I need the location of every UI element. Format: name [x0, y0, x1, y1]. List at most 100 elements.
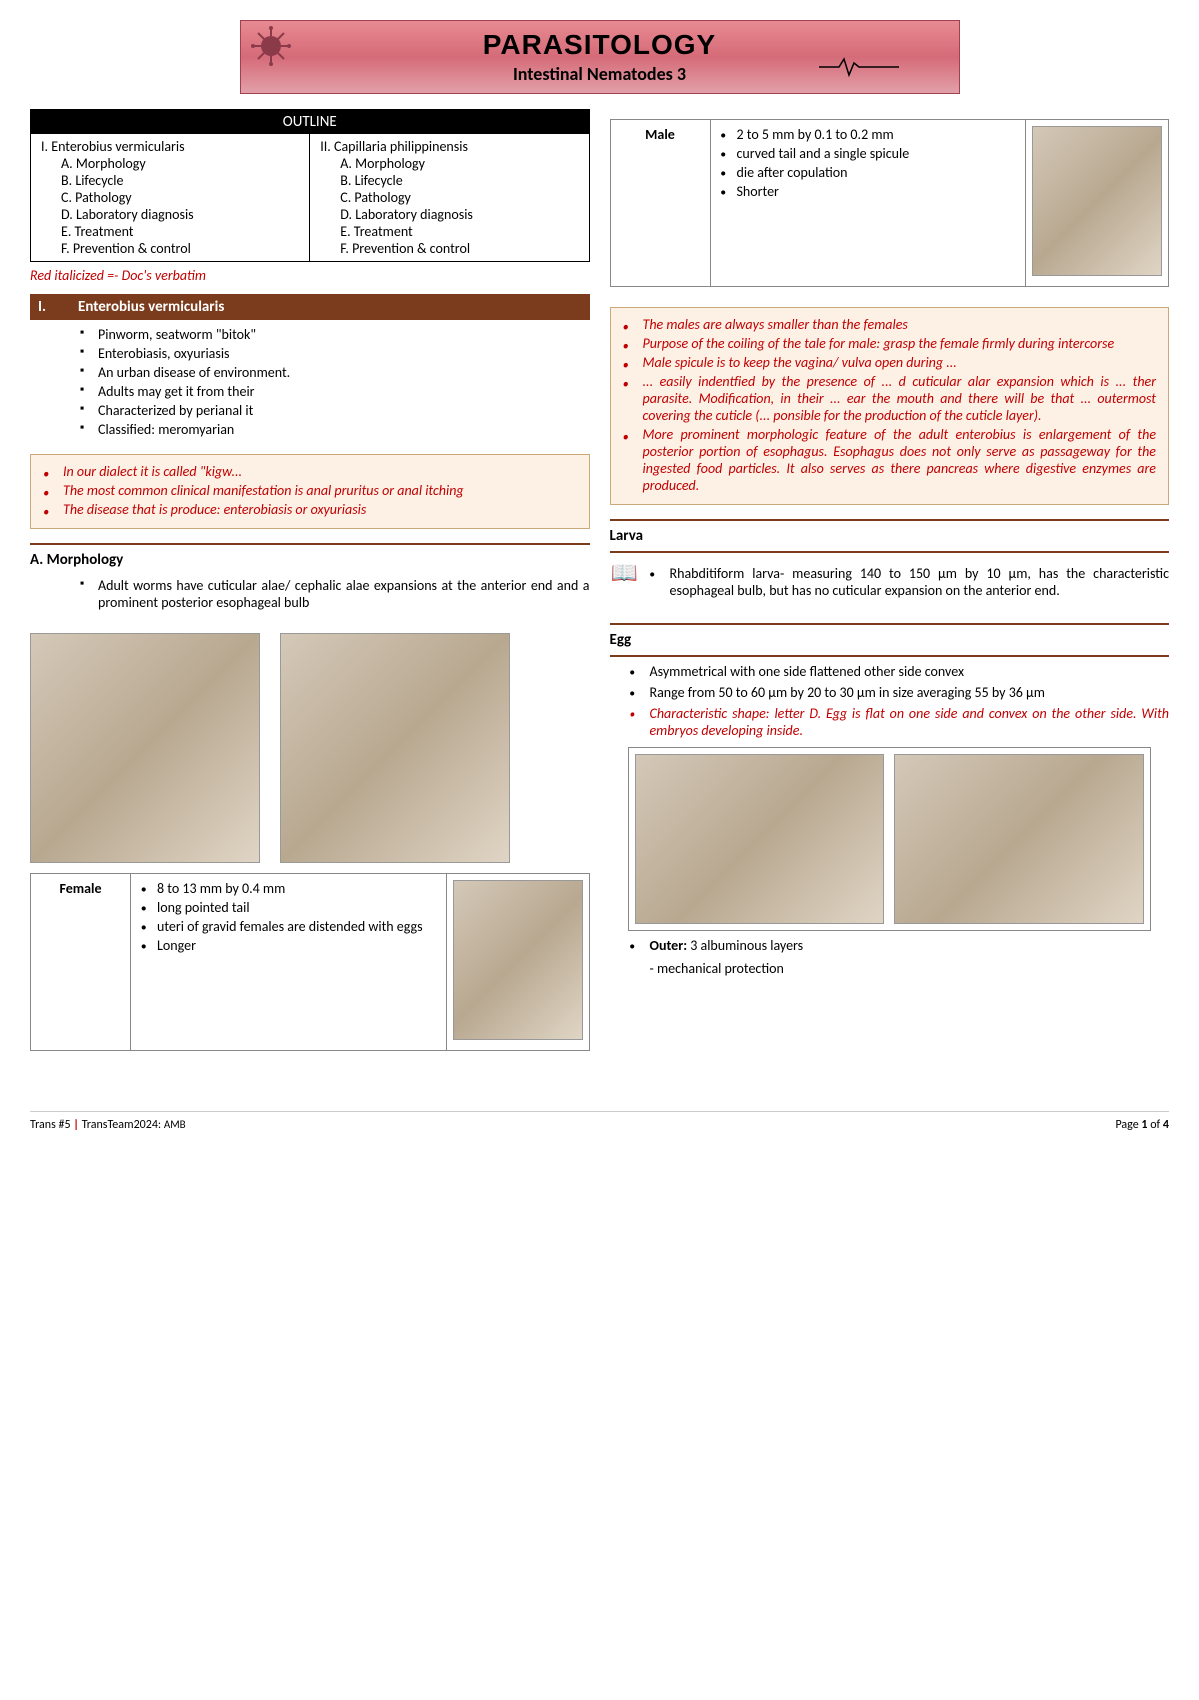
list-item: Classified: meromyarian — [80, 421, 590, 438]
outer-sub: - mechanical protection — [610, 960, 1170, 977]
divider — [610, 519, 1170, 521]
outline-box: OUTLINE I. Enterobius vermicularis A. Mo… — [30, 109, 590, 262]
outline-item: A. Morphology — [340, 155, 578, 172]
outline-item: F. Prevention & control — [61, 240, 299, 257]
list-item: 2 to 5 mm by 0.1 to 0.2 mm — [721, 126, 1020, 143]
outer-label: Outer: — [650, 937, 688, 954]
female-table: Female 8 to 13 mm by 0.4 mm long pointed… — [30, 873, 590, 1051]
ekg-icon — [819, 55, 899, 85]
outline-item: B. Lifecycle — [340, 172, 578, 189]
morphology-images — [30, 633, 590, 863]
list-item: Longer — [141, 937, 440, 954]
verbatim-item: In our dialect it is called "kigw... — [43, 463, 577, 480]
outline-item: C. Pathology — [61, 189, 299, 206]
egg-list: Asymmetrical with one side flattened oth… — [610, 663, 1170, 739]
male-image-cell — [1026, 120, 1169, 287]
verbatim-item: The disease that is produce: enterobiasi… — [43, 501, 577, 518]
verbatim-item: The males are always smaller than the fe… — [623, 316, 1157, 333]
outer-text: 3 albuminous layers — [687, 937, 803, 954]
verbatim-item: ... easily indentfied by the presence of… — [623, 373, 1157, 424]
virus-icon — [251, 26, 291, 66]
list-item: Enterobiasis, oxyuriasis — [80, 345, 590, 362]
morphology-intro-list: Adult worms have cuticular alae/ cephali… — [30, 571, 590, 623]
outline-header: OUTLINE — [31, 110, 589, 134]
divider — [610, 655, 1170, 657]
egg-image-1 — [635, 754, 885, 924]
divider — [30, 543, 590, 545]
page-footer: Trans #5 | TransTeam2024: AMB Page 1 of … — [30, 1111, 1169, 1132]
verbatim-item: More prominent morphologic feature of th… — [623, 426, 1157, 494]
worm-image-2 — [280, 633, 510, 863]
section-1-header: I. Enterobius vermicularis — [30, 294, 590, 320]
outline-item: E. Treatment — [340, 223, 578, 240]
male-table: Male 2 to 5 mm by 0.1 to 0.2 mm curved t… — [610, 119, 1170, 287]
verbatim-note: Red italicized =- Doc's verbatim — [30, 267, 590, 284]
list-item: Range from 50 to 60 µm by 20 to 30 µm in… — [630, 684, 1170, 701]
egg-image-2 — [894, 754, 1144, 924]
section-num: I. — [38, 298, 78, 316]
list-item: Adults may get it from their — [80, 383, 590, 400]
outline-item: D. Laboratory diagnosis — [61, 206, 299, 223]
list-item: Asymmetrical with one side flattened oth… — [630, 663, 1170, 680]
page-of: of — [1147, 1118, 1162, 1132]
list-item: long pointed tail — [141, 899, 440, 916]
verbatim-box-2: The males are always smaller than the fe… — [610, 307, 1170, 505]
title-banner: PARASITOLOGY Intestinal Nematodes 3 — [240, 20, 960, 94]
list-item: An urban disease of environment. — [80, 364, 590, 381]
outline-item: C. Pathology — [340, 189, 578, 206]
female-details: 8 to 13 mm by 0.4 mm long pointed tail u… — [131, 874, 447, 1051]
list-item: Adult worms have cuticular alae/ cephali… — [80, 577, 590, 611]
verbatim-item: Purpose of the coiling of the tale for m… — [623, 335, 1157, 352]
worm-image-1 — [30, 633, 260, 863]
trans-team: TransTeam2024: — [82, 1118, 164, 1132]
list-item: Pinworm, seatworm "bitok" — [80, 326, 590, 343]
outline-item: A. Morphology — [61, 155, 299, 172]
trans-num: Trans #5 — [30, 1118, 71, 1132]
male-label: Male — [610, 120, 710, 287]
page-label: Page — [1115, 1118, 1141, 1132]
divider — [610, 623, 1170, 625]
divider — [610, 551, 1170, 553]
larva-heading: Larva — [610, 527, 1170, 545]
trans-author: AMB — [164, 1118, 186, 1131]
egg-outer-list: Outer: 3 albuminous layers — [610, 937, 1170, 954]
footer-bar: | — [71, 1118, 82, 1132]
verbatim-item: The most common clinical manifestation i… — [43, 482, 577, 499]
egg-images — [628, 747, 1152, 931]
female-label: Female — [31, 874, 131, 1051]
page-total: 4 — [1163, 1118, 1169, 1132]
verbatim-item: Male spicule is to keep the vagina/ vulv… — [623, 354, 1157, 371]
outline-main-1: I. Enterobius vermicularis — [41, 138, 299, 155]
right-column: Male 2 to 5 mm by 0.1 to 0.2 mm curved t… — [610, 109, 1170, 1051]
outline-main-2: II. Capillaria philippinensis — [320, 138, 578, 155]
section-title: Enterobius vermicularis — [78, 298, 224, 316]
outline-item: F. Prevention & control — [340, 240, 578, 257]
male-worm-image — [1032, 126, 1162, 276]
outline-item: E. Treatment — [61, 223, 299, 240]
list-item: Characterized by perianal it — [80, 402, 590, 419]
larva-row: 📖 Rhabditiform larva- measuring 140 to 1… — [610, 559, 1170, 609]
list-item: Rhabditiform larva- measuring 140 to 150… — [650, 565, 1170, 599]
list-item: curved tail and a single spicule — [721, 145, 1020, 162]
egg-heading: Egg — [610, 631, 1170, 649]
verbatim-box-1: In our dialect it is called "kigw... The… — [30, 454, 590, 529]
book-icon: 📖 — [610, 559, 640, 586]
female-image-cell — [446, 874, 589, 1051]
outline-item: D. Laboratory diagnosis — [340, 206, 578, 223]
male-details: 2 to 5 mm by 0.1 to 0.2 mm curved tail a… — [710, 120, 1026, 287]
left-column: OUTLINE I. Enterobius vermicularis A. Mo… — [30, 109, 590, 1051]
footer-left: Trans #5 | TransTeam2024: AMB — [30, 1118, 186, 1132]
list-item: 8 to 13 mm by 0.4 mm — [141, 880, 440, 897]
list-item: die after copulation — [721, 164, 1020, 181]
section-1-bullets: Pinworm, seatworm "bitok" Enterobiasis, … — [30, 320, 590, 450]
outline-col-right: II. Capillaria philippinensis A. Morphol… — [310, 134, 588, 261]
list-item: Characteristic shape: letter D. Egg is f… — [630, 705, 1170, 739]
outline-col-left: I. Enterobius vermicularis A. Morphology… — [31, 134, 310, 261]
female-worm-image — [453, 880, 583, 1040]
footer-right: Page 1 of 4 — [1115, 1118, 1169, 1132]
list-item: uteri of gravid females are distended wi… — [141, 918, 440, 935]
outline-item: B. Lifecycle — [61, 172, 299, 189]
morphology-heading: A. Morphology — [30, 551, 590, 569]
list-item: Outer: 3 albuminous layers — [630, 937, 1170, 954]
list-item: Shorter — [721, 183, 1020, 200]
